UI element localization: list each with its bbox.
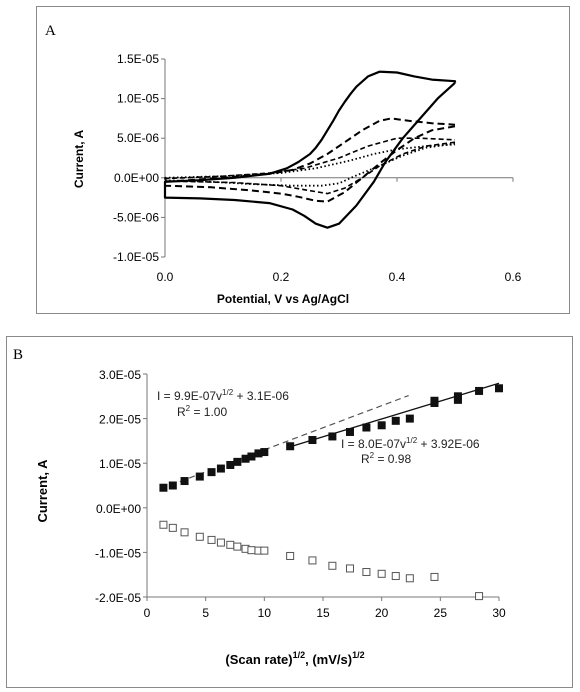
cathodic-point bbox=[159, 520, 168, 529]
chart-a-ylabel: Current, A bbox=[72, 130, 86, 189]
cathodic-point bbox=[391, 572, 400, 581]
anodic-point bbox=[475, 386, 484, 395]
chart-b-xlabel: (Scan rate)1/2, (mV/s)1/2 bbox=[225, 650, 364, 667]
anodic-point bbox=[260, 448, 269, 457]
cathodic-point bbox=[328, 561, 337, 570]
panel-a-label: A bbox=[45, 23, 56, 39]
cathodic-point bbox=[475, 592, 484, 601]
chart-b-ytick-label: 3.0E-05 bbox=[99, 368, 141, 382]
chart-b-xtick-label: 5 bbox=[202, 606, 209, 620]
anodic-point bbox=[216, 464, 225, 473]
chart-a-ytick-label: 5.0E-06 bbox=[117, 131, 159, 145]
fit-2-equation: I = 8.0E-07v1/2 + 3.92E-06 bbox=[341, 436, 480, 451]
chart-a-xtick-label: 0.0 bbox=[157, 270, 174, 284]
cv-curve-3 bbox=[164, 137, 456, 195]
anodic-point bbox=[391, 416, 400, 425]
chart-b-xtick-label: 20 bbox=[375, 606, 389, 620]
anodic-point bbox=[233, 457, 242, 466]
anodic-point bbox=[345, 427, 354, 436]
cv-curve-1 bbox=[163, 70, 457, 229]
anodic-point bbox=[430, 396, 439, 405]
anodic-point bbox=[286, 442, 295, 451]
fit-1-r2: R2 = 1.00 bbox=[177, 404, 227, 419]
cathodic-point bbox=[207, 535, 216, 544]
chart-b-points bbox=[159, 384, 503, 601]
cathodic-point bbox=[345, 564, 354, 573]
cathodic-point bbox=[362, 568, 371, 577]
cathodic-point bbox=[286, 551, 295, 560]
fit-line-2 bbox=[287, 382, 500, 449]
panel-b: B 3.0E-05 2.0E-05 1.0E-05 0.0E+00 -1.0E-05 -2… bbox=[6, 336, 573, 688]
fit-2-r2: R2 = 0.98 bbox=[361, 451, 411, 466]
anodic-point bbox=[495, 384, 503, 393]
chart-b-xtick-label: 15 bbox=[316, 606, 330, 620]
chart-b-svg: B 3.0E-05 2.0E-05 1.0E-05 0.0E+00 -1.0E-05 -2… bbox=[13, 347, 506, 667]
cathodic-point bbox=[168, 523, 177, 532]
anodic-point bbox=[180, 477, 189, 486]
anodic-point bbox=[247, 452, 256, 461]
chart-a-ytick-label: 1.5E-05 bbox=[117, 52, 159, 66]
cathodic-point bbox=[180, 528, 189, 537]
cathodic-point bbox=[226, 540, 235, 549]
anodic-point bbox=[328, 432, 337, 441]
cathodic-point bbox=[405, 574, 414, 583]
anodic-point bbox=[377, 421, 386, 430]
chart-b-ytick-label: 1.0E-05 bbox=[99, 457, 141, 471]
cathodic-point bbox=[430, 572, 439, 581]
anodic-point bbox=[308, 436, 317, 445]
cathodic-point bbox=[247, 546, 256, 555]
cathodic-point bbox=[377, 569, 386, 578]
chart-a-ytick-label: 0.0E+00 bbox=[114, 171, 159, 185]
anodic-point bbox=[453, 392, 462, 401]
anodic-point bbox=[159, 483, 168, 492]
chart-b-ylabel: Current, A bbox=[35, 459, 50, 523]
anodic-point bbox=[226, 460, 235, 469]
chart-b-ytick-label: 2.0E-05 bbox=[99, 413, 141, 427]
cathodic-point bbox=[195, 532, 204, 541]
chart-a-ytick-label: -5.0E-06 bbox=[113, 210, 159, 224]
cathodic-point bbox=[260, 546, 269, 555]
chart-a-svg: A 1.5E-05 1.0E-05 5.0E-06 0.0E+00 -5.0E-06 -1… bbox=[45, 23, 522, 306]
cathodic-point bbox=[308, 556, 317, 565]
anodic-point bbox=[405, 414, 414, 423]
chart-a-xtick-label: 0.4 bbox=[389, 270, 406, 284]
chart-a-xtick-label: 0.6 bbox=[505, 270, 522, 284]
chart-b-ytick-label: 0.0E+00 bbox=[96, 502, 141, 516]
cv-curve-2 bbox=[164, 117, 456, 203]
chart-b-xtick-label: 25 bbox=[434, 606, 448, 620]
anodic-point bbox=[195, 472, 204, 481]
chart-b-ytick-label: -1.0E-05 bbox=[95, 546, 141, 560]
anodic-point bbox=[207, 468, 216, 477]
cathodic-point bbox=[233, 542, 242, 551]
panel-a: A 1.5E-05 1.0E-05 5.0E-06 0.0E+00 -5.0E-06 -1… bbox=[36, 6, 570, 314]
chart-a-xtick-label: 0.2 bbox=[273, 270, 290, 284]
cathodic-point bbox=[216, 538, 225, 547]
chart-b-xtick-label: 30 bbox=[492, 606, 506, 620]
chart-b-ytick-label: -2.0E-05 bbox=[95, 591, 141, 605]
chart-a-ytick-label: -1.0E-05 bbox=[113, 250, 159, 264]
panel-b-label: B bbox=[13, 347, 23, 363]
chart-a-ytick-label: 1.0E-05 bbox=[117, 92, 159, 106]
chart-b-axes: 3.0E-05 2.0E-05 1.0E-05 0.0E+00 -1.0E-05 -2.0… bbox=[95, 368, 506, 620]
chart-b-xtick-label: 0 bbox=[144, 606, 151, 620]
fit-1-equation: I = 9.9E-07v1/2 + 3.1E-06 bbox=[157, 388, 289, 403]
chart-a-axes: 1.5E-05 1.0E-05 5.0E-06 0.0E+00 -5.0E-06 -1.0… bbox=[113, 52, 522, 284]
chart-b-xtick-label: 10 bbox=[258, 606, 272, 620]
anodic-point bbox=[168, 481, 177, 490]
chart-a-xlabel: Potential, V vs Ag/AgCl bbox=[217, 292, 349, 306]
anodic-point bbox=[362, 423, 371, 432]
chart-a-series bbox=[163, 70, 457, 229]
